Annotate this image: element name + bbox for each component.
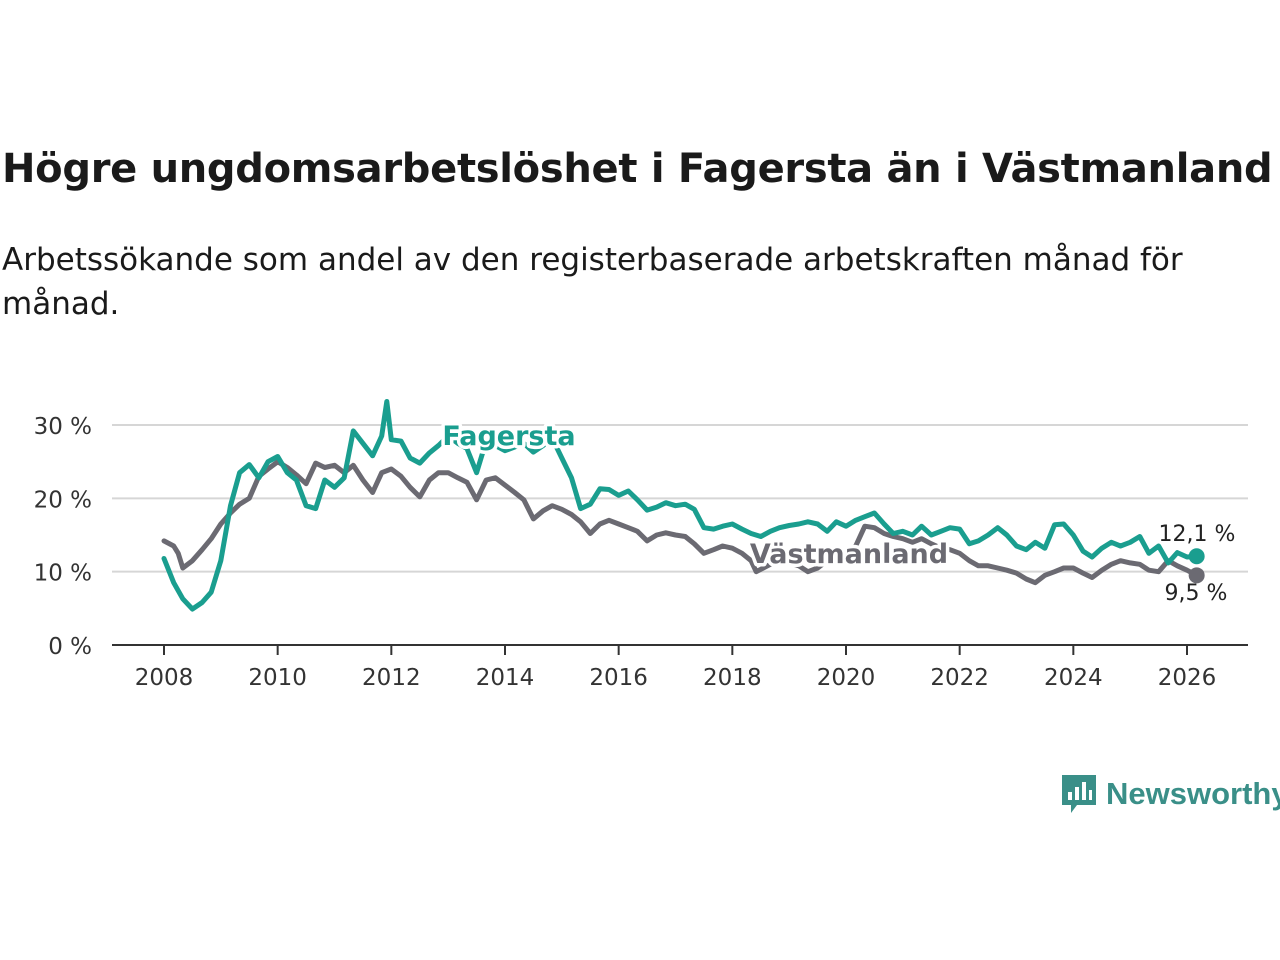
y-tick-label: 30 % <box>34 414 92 440</box>
series-lines <box>161 399 1205 612</box>
series-label-halo: Västmanland <box>750 539 948 570</box>
end-value-label: 9,5 % <box>1165 581 1228 606</box>
x-tick-label: 2020 <box>817 665 876 691</box>
x-tick-label: 2016 <box>589 665 648 691</box>
x-tick-label: 2018 <box>703 665 762 691</box>
series-line-fagersta <box>161 399 1200 612</box>
series-end-point <box>1188 548 1205 565</box>
x-tick-label: 2022 <box>930 665 989 691</box>
series-label-fagersta: Fagersta <box>442 421 575 452</box>
y-axis-ticks: 0 % 10 % 20 % 30 % <box>34 414 92 660</box>
bar-chart-speech-bubble-icon <box>1062 775 1096 813</box>
line-chart: 0 % 10 % 20 % 30 % 2008 2010 2012 2014 2016 2018… <box>34 399 1248 691</box>
chart-subtitle: Arbetssökande som andel av den registerb… <box>2 242 1183 322</box>
series-end-point <box>1188 567 1205 584</box>
x-tick-label: 2008 <box>135 665 194 691</box>
x-tick-label: 2010 <box>248 665 307 691</box>
x-axis: 2008 2010 2012 2014 2016 2018 2020 2022 2024 2026 <box>112 644 1248 691</box>
x-tick-label: 2014 <box>476 665 535 691</box>
chart-title: Högre ungdomsarbetslöshet i Fagersta än … <box>2 146 1273 192</box>
x-tick-label: 2024 <box>1044 665 1103 691</box>
x-tick-label: 2026 <box>1158 665 1217 691</box>
brand-logo[interactable]: Newsworthy <box>1060 772 1280 816</box>
y-tick-label: 0 % <box>48 634 92 660</box>
brand-name: Newsworthy <box>1106 776 1280 811</box>
series-line-vastmanland <box>161 459 1200 586</box>
series-labels: FagerstaFagerstaVästmanlandVästmanland12… <box>439 418 1236 607</box>
series-label-vastmanland: Västmanland <box>750 539 948 570</box>
series-label-halo: Fagersta <box>442 421 575 452</box>
x-tick-label: 2012 <box>362 665 421 691</box>
end-value-label: 12,1 % <box>1159 522 1236 547</box>
y-tick-label: 10 % <box>34 561 92 587</box>
gridlines <box>112 424 1248 573</box>
y-tick-label: 20 % <box>34 487 92 513</box>
